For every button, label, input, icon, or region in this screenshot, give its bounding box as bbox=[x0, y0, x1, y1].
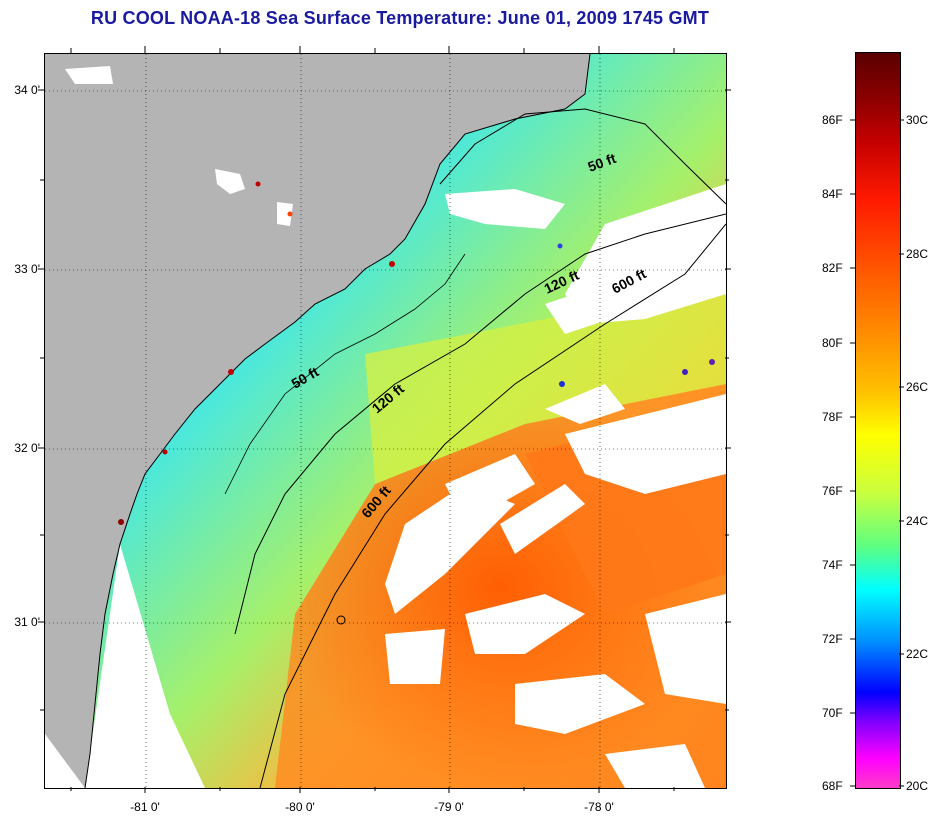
cbar-c-24: 24C bbox=[906, 514, 929, 528]
cold-spot bbox=[682, 369, 688, 375]
cbar-f-74: 74F bbox=[822, 558, 843, 572]
isobath-600ft bbox=[259, 223, 726, 788]
cloud-patch bbox=[545, 284, 625, 334]
cloud-patch bbox=[545, 384, 625, 424]
lat-label-34: 34 0' bbox=[14, 83, 40, 97]
cloud-patch bbox=[605, 744, 705, 788]
coastal-hotspot bbox=[118, 519, 124, 525]
cloud-patch bbox=[565, 394, 726, 494]
cbar-f-78: 78F bbox=[822, 410, 843, 424]
map-title: RU COOL NOAA-18 Sea Surface Temperature:… bbox=[90, 8, 710, 28]
mid-water-zone bbox=[365, 284, 726, 484]
inland-lake bbox=[215, 169, 245, 194]
cbar-f-80: 80F bbox=[822, 336, 843, 350]
cloud-patch bbox=[465, 594, 585, 654]
isobath-closed-loop bbox=[336, 615, 346, 625]
lon-label-81: -81 0' bbox=[130, 800, 160, 814]
graticule bbox=[45, 54, 726, 788]
cbar-c-28: 28C bbox=[906, 247, 929, 261]
sst-map: 50 ft 120 ft 600 ft 50 ft 120 ft 600 ft bbox=[44, 53, 727, 789]
cbar-c-20: 20C bbox=[906, 779, 929, 793]
coastline bbox=[84, 54, 591, 788]
cloud-patch bbox=[385, 629, 445, 684]
cbar-c-30: 30C bbox=[906, 113, 929, 127]
sst-map-canvas: 50 ft 120 ft 600 ft 50 ft 120 ft 600 ft bbox=[45, 54, 726, 788]
coastal-hotspot bbox=[287, 211, 293, 217]
cold-spot bbox=[559, 381, 565, 387]
cbar-f-84: 84F bbox=[822, 187, 843, 201]
no-data-corner bbox=[45, 734, 85, 788]
no-data-wedge bbox=[85, 544, 205, 788]
temperature-colorbar bbox=[855, 52, 901, 789]
lat-label-33: 33 0' bbox=[14, 262, 40, 276]
lat-label-31: 31 0' bbox=[14, 615, 40, 629]
inland-lake-3 bbox=[65, 66, 113, 84]
cloud-patch bbox=[500, 484, 585, 554]
cbar-c-22: 22C bbox=[906, 647, 929, 661]
lat-label-32: 32 0' bbox=[14, 441, 40, 455]
land-area bbox=[45, 54, 590, 788]
cbar-f-86: 86F bbox=[822, 113, 843, 127]
cbar-f-72: 72F bbox=[822, 632, 843, 646]
coastal-hotspot bbox=[228, 369, 234, 375]
cbar-c-26: 26C bbox=[906, 380, 929, 394]
cloud-patch bbox=[515, 674, 645, 734]
cloud-patch bbox=[645, 594, 726, 704]
cold-spot bbox=[557, 243, 563, 249]
cbar-f-70: 70F bbox=[822, 706, 843, 720]
cold-spot bbox=[709, 359, 715, 365]
isobath-50ft bbox=[439, 108, 726, 205]
cloud-patch bbox=[445, 189, 565, 229]
cbar-f-68: 68F bbox=[822, 779, 843, 793]
coastal-hotspot bbox=[162, 449, 168, 455]
lon-label-79: -79 0' bbox=[434, 800, 464, 814]
coastal-hotspot bbox=[255, 181, 261, 187]
cbar-f-82: 82F bbox=[822, 261, 843, 275]
coastal-hotspot bbox=[389, 261, 395, 267]
cbar-f-76: 76F bbox=[822, 484, 843, 498]
inland-lake-2 bbox=[277, 202, 293, 226]
lon-label-78: -78 0' bbox=[584, 800, 614, 814]
lon-label-80: -80 0' bbox=[285, 800, 315, 814]
cloud-patch bbox=[385, 484, 515, 614]
isobath-50ft-inner bbox=[224, 253, 466, 495]
isobath-120ft bbox=[234, 213, 726, 635]
